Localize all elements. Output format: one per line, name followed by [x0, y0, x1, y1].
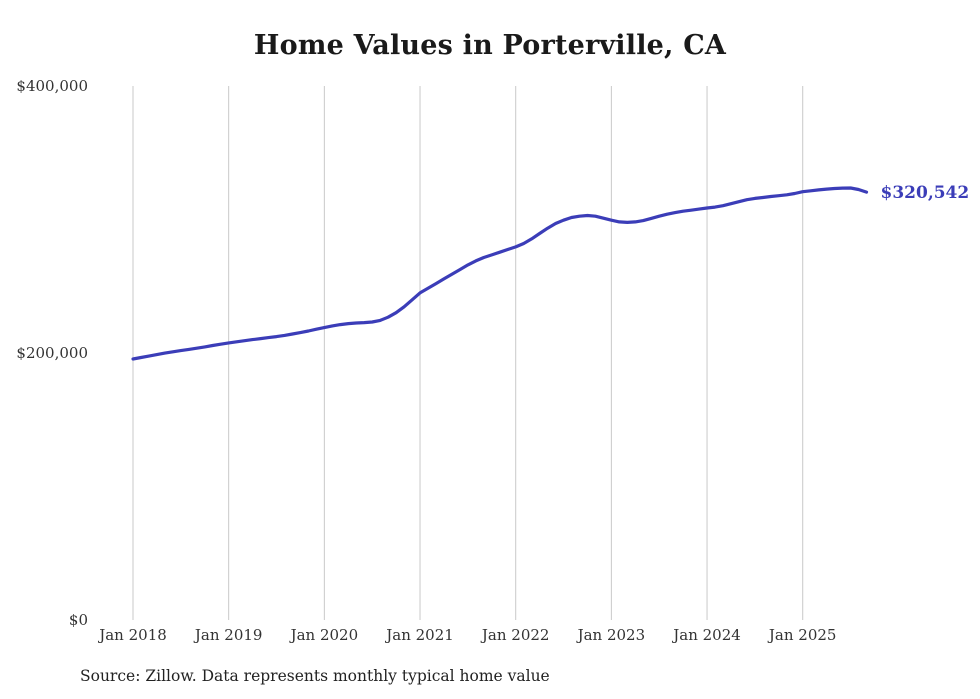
x-tick-label: Jan 2018 [97, 626, 167, 644]
chart-title: Home Values in Porterville, CA [253, 30, 727, 61]
y-tick-label: $200,000 [16, 344, 88, 362]
x-tick-label: Jan 2022 [480, 626, 550, 644]
x-tick-label: Jan 2019 [193, 626, 263, 644]
x-tick-label: Jan 2025 [767, 626, 837, 644]
x-tick-label: Jan 2023 [576, 626, 646, 644]
home-value-series-line [131, 186, 869, 361]
y-tick-label: $0 [69, 611, 88, 629]
source-note: Source: Zillow. Data represents monthly … [80, 667, 550, 685]
y-tick-label: $400,000 [16, 77, 88, 95]
end-value-label: $320,542 [881, 183, 970, 203]
x-tick-label: Jan 2024 [671, 626, 741, 644]
x-tick-label: Jan 2021 [384, 626, 454, 644]
x-tick-label: Jan 2020 [289, 626, 359, 644]
